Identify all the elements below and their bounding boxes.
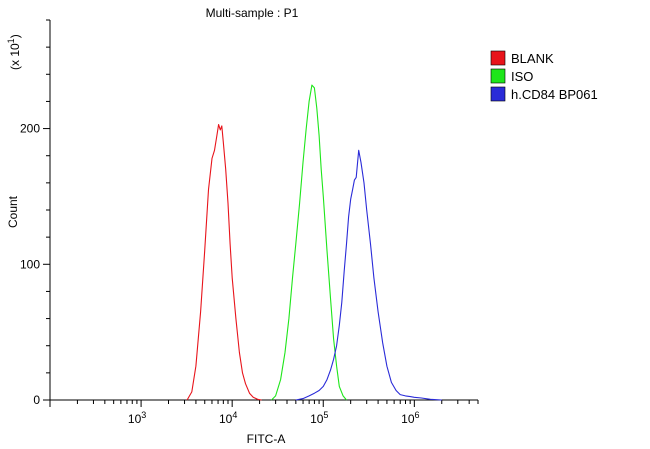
- series-layer: [186, 84, 442, 401]
- y-tick-label: 200: [20, 122, 40, 136]
- x-tick-label: 105: [310, 410, 328, 426]
- y-multiplier-label: (x 101): [6, 34, 22, 70]
- x-tick-label: 104: [219, 410, 237, 426]
- legend-label-0: BLANK: [511, 51, 554, 66]
- chart-title: Multi-sample : P1: [206, 6, 299, 20]
- legend-swatch-2: [490, 86, 506, 102]
- y-multiplier-exponent: 1: [6, 38, 16, 43]
- x-tick-label: 106: [401, 410, 419, 426]
- legend-swatch-0: [490, 50, 506, 66]
- y-multiplier-suffix: ): [8, 34, 22, 38]
- legend: BLANK ISO h.CD84 BP061: [490, 50, 598, 102]
- y-axis-title: Count: [6, 195, 20, 228]
- series-line-1: [271, 84, 347, 401]
- x-tick-label: 103: [128, 410, 146, 426]
- legend-label-2: h.CD84 BP061: [511, 87, 598, 102]
- series-line-0: [186, 123, 262, 401]
- series-line-2: [295, 149, 442, 401]
- y-tick-label: 100: [20, 257, 40, 271]
- legend-swatch-1: [490, 68, 506, 84]
- legend-label-1: ISO: [511, 69, 533, 84]
- y-multiplier-prefix: (x 10: [8, 43, 22, 70]
- x-axis-title: FITC-A: [247, 432, 286, 446]
- y-tick-label: 0: [33, 393, 40, 407]
- axis-ticks: 103 104 105 106 0 100 200: [20, 19, 479, 426]
